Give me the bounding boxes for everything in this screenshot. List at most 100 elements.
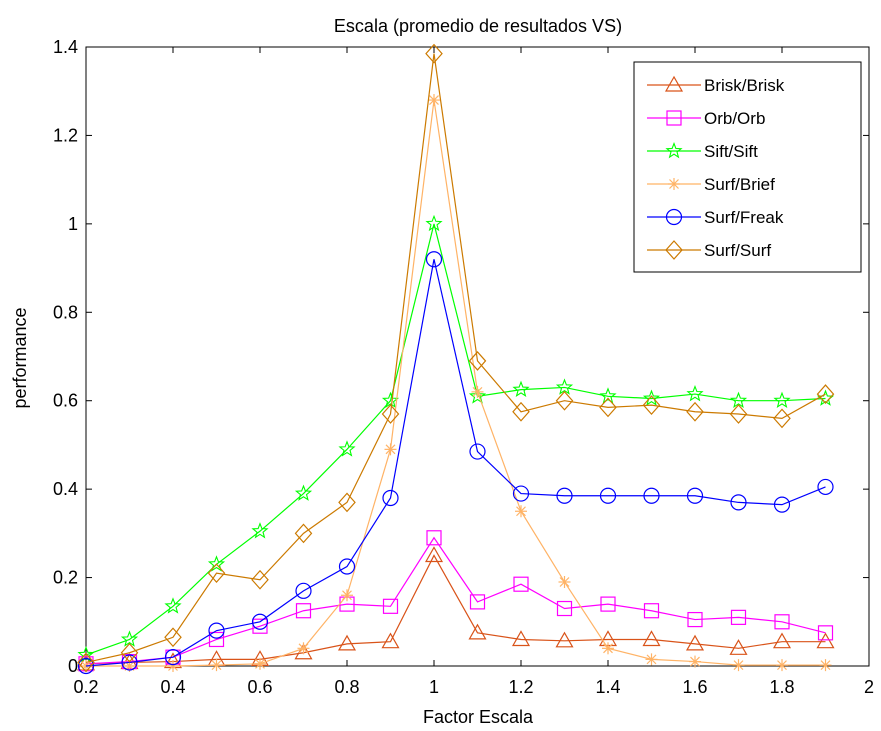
data-point-surf-surf <box>773 408 791 429</box>
data-point-surf-freak <box>77 657 95 675</box>
legend-label: Orb/Orb <box>704 109 765 128</box>
data-point-surf-freak <box>164 649 182 666</box>
data-point-orb-orb <box>643 603 660 619</box>
y-tick-label: 0.2 <box>53 568 78 588</box>
legend-item-surf-surf: Surf/Surf <box>647 240 771 260</box>
data-point-surf-surf <box>207 563 226 584</box>
data-point-surf-surf <box>294 523 313 544</box>
data-point-surf-brief <box>428 94 440 107</box>
legend-item-sift-sift: Sift/Sift <box>647 141 758 161</box>
data-point-brisk-brisk <box>816 632 835 649</box>
plot-area: 0.2 0.4 0.6 0.8 1 1.2 1.4 1.6 1.8 200.20.40.60.81… <box>53 37 874 697</box>
data-point-surf-surf <box>120 642 139 663</box>
x-tick-label: 1 <box>429 677 439 697</box>
data-point-orb-orb <box>687 611 703 628</box>
legend-item-surf-brief: Surf/Brief <box>647 175 775 194</box>
data-point-brisk-brisk <box>468 623 487 640</box>
data-point-surf-brief <box>645 653 658 666</box>
data-point-surf-surf <box>468 351 487 371</box>
data-point-surf-freak <box>599 487 617 504</box>
data-point-sift-sift <box>468 387 487 404</box>
data-point-sift-sift <box>816 389 835 406</box>
data-point-brisk-brisk <box>772 632 792 649</box>
x-tick-label: 2 <box>864 677 874 697</box>
data-point-sift-sift <box>207 555 226 572</box>
data-point-orb-orb <box>774 614 790 630</box>
data-point-orb-orb <box>513 576 529 592</box>
data-point-surf-brief <box>515 505 527 518</box>
legend-item-surf-freak: Surf/Freak <box>647 208 784 227</box>
legend-marker <box>666 110 682 126</box>
y-tick-label: 0.8 <box>53 302 78 322</box>
data-point-surf-brief <box>732 659 745 672</box>
data-point-surf-surf <box>816 384 835 404</box>
data-point-brisk-brisk <box>337 634 357 651</box>
data-point-surf-brief <box>558 575 571 588</box>
data-point-sift-sift <box>381 391 400 409</box>
legend-item-brisk-brisk: Brisk/Brisk <box>647 75 785 95</box>
data-point-brisk-brisk <box>381 632 400 649</box>
data-point-orb-orb <box>600 596 616 612</box>
data-point-surf-brief <box>254 657 266 670</box>
legend-item-orb-orb: Orb/Orb <box>647 109 765 128</box>
data-point-orb-orb <box>252 618 268 634</box>
data-point-sift-sift <box>555 378 574 395</box>
data-point-surf-brief <box>471 385 484 398</box>
data-point-surf-freak <box>556 487 573 504</box>
data-point-brisk-brisk <box>555 631 574 648</box>
legend-marker <box>668 178 680 190</box>
data-point-orb-orb <box>469 594 486 610</box>
data-point-sift-sift <box>251 522 269 539</box>
data-point-brisk-brisk <box>642 630 661 647</box>
y-tick-label: 0.6 <box>53 391 78 411</box>
data-point-surf-freak <box>251 613 269 630</box>
data-point-surf-surf <box>599 397 617 418</box>
data-point-brisk-brisk <box>511 630 531 647</box>
data-point-sift-sift <box>686 385 704 402</box>
legend-label: Sift/Sift <box>704 142 758 161</box>
data-point-surf-surf <box>381 404 400 424</box>
legend-label: Surf/Freak <box>704 208 784 227</box>
data-point-surf-surf <box>338 492 356 513</box>
data-point-surf-surf <box>555 390 574 411</box>
data-point-orb-orb <box>382 598 399 614</box>
data-point-sift-sift <box>338 440 356 457</box>
data-point-surf-brief <box>602 642 614 655</box>
data-point-surf-freak <box>686 487 704 504</box>
data-point-sift-sift <box>164 597 182 614</box>
x-tick-label: 0.2 <box>73 677 98 697</box>
x-tick-label: 1.8 <box>769 677 794 697</box>
data-point-surf-freak <box>773 496 791 513</box>
y-tick-label: 1.2 <box>53 125 78 145</box>
data-point-sift-sift <box>599 387 617 404</box>
series-line-sift-sift <box>85 223 826 656</box>
x-tick-label: 1.4 <box>595 677 620 697</box>
data-point-surf-freak <box>730 494 747 511</box>
legend: Brisk/Brisk Orb/Orb Sift/Sift Surf/Brief Sur… <box>633 61 862 273</box>
y-tick-label: 0.4 <box>53 479 78 499</box>
data-point-surf-brief <box>341 589 353 602</box>
data-point-surf-brief <box>210 659 223 672</box>
legend-box <box>633 61 862 273</box>
x-axis-title: Factor Escala <box>423 707 534 727</box>
x-tick-label: 0.4 <box>160 677 185 697</box>
data-point-brisk-brisk <box>424 546 444 563</box>
data-point-surf-freak <box>512 485 530 502</box>
data-point-surf-surf <box>164 627 182 648</box>
data-point-surf-brief <box>776 659 788 672</box>
data-point-orb-orb <box>426 530 442 546</box>
data-point-sift-sift <box>642 389 661 406</box>
y-tick-label: 1 <box>68 214 78 234</box>
legend-marker <box>665 240 683 260</box>
data-point-brisk-brisk <box>729 639 748 655</box>
y-tick-label: 1.4 <box>53 37 78 57</box>
data-point-sift-sift <box>425 214 443 232</box>
y-axis-title: performance <box>10 307 30 408</box>
data-point-surf-surf <box>642 395 661 416</box>
data-point-surf-surf <box>425 43 443 64</box>
x-tick-label: 1.6 <box>682 677 707 697</box>
data-point-orb-orb <box>817 625 834 641</box>
x-tick-label: 0.6 <box>247 677 272 697</box>
chart-title: Escala (promedio de resultados VS) <box>334 16 622 36</box>
